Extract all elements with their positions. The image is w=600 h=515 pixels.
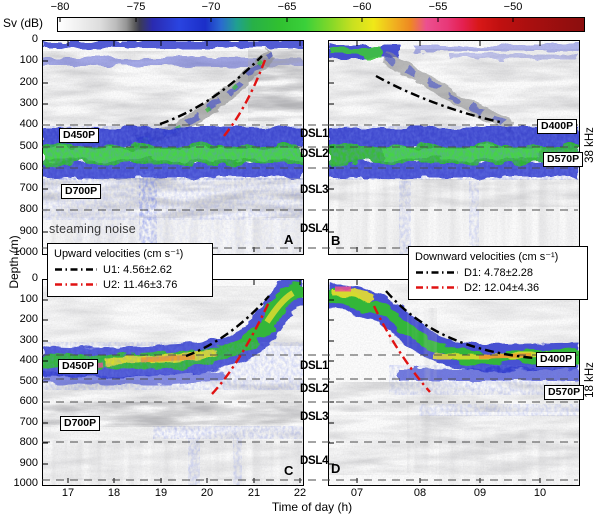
colorbar-tick: −75	[126, 1, 146, 13]
depth-tick: 500	[19, 140, 38, 152]
downward-legend-title: Downward velocities (cm s⁻¹)	[415, 251, 559, 263]
depth-tick: 200	[19, 313, 38, 325]
colorbar-tick: −60	[352, 1, 372, 13]
d1-legend-label: D1: 4.78±2.28	[464, 266, 534, 279]
depth-tick: 0	[31, 33, 38, 45]
dsl2-label: DSL2	[300, 148, 329, 160]
depth-tick: 0	[31, 272, 38, 284]
panel-letter-c: C	[284, 463, 294, 478]
time-tick: 08	[413, 487, 427, 499]
sv-colorbar	[57, 17, 585, 32]
probe-label-d570p: D570P	[544, 385, 585, 400]
dsl2-label: DSL2	[300, 383, 329, 395]
depth-tick: 300	[19, 97, 38, 109]
upward-velocities-legend: Upward velocities (cm s⁻¹) U1: 4.56±2.62…	[47, 243, 213, 297]
u2-legend-label: U2: 11.46±3.76	[103, 278, 178, 291]
colorbar-tick: −55	[428, 1, 448, 13]
depth-tick: 100	[19, 293, 38, 305]
time-tick: 09	[473, 487, 487, 499]
depth-tick: 1000	[13, 246, 38, 258]
probe-label-d450p: D450P	[59, 128, 100, 143]
steaming-noise-note: steaming noise	[49, 222, 136, 236]
depth-tick: 100	[19, 54, 38, 66]
colorbar-tick: −50	[503, 1, 523, 13]
depth-tick: 800	[19, 203, 38, 215]
legend-entry-d2: D2: 12.04±4.36	[415, 280, 581, 295]
probe-label-d570p: D570P	[543, 152, 584, 167]
time-tick: 22	[293, 487, 307, 499]
colorbar-tick: −70	[201, 1, 221, 13]
depth-tick: 300	[19, 334, 38, 346]
depth-tick: 500	[19, 375, 38, 387]
panel-letter-b: B	[331, 233, 341, 248]
d2-legend-label: D2: 12.04±4.36	[464, 281, 540, 294]
colorbar-tick: −65	[277, 1, 297, 13]
freq-label-38khz: 38 kHz	[584, 127, 596, 163]
time-tick: 10	[533, 487, 547, 499]
legend-entry-u2: U2: 11.46±3.76	[54, 277, 206, 292]
dsl4-label: DSL4	[300, 223, 329, 235]
u1-line-sample	[55, 268, 97, 271]
time-tick: 20	[200, 487, 214, 499]
depth-tick: 700	[19, 182, 38, 194]
probe-label-d700p: D700P	[60, 416, 101, 431]
dsl3-label: DSL3	[300, 184, 329, 196]
depth-tick: 900	[19, 457, 38, 469]
colorbar-label: Sv (dB)	[3, 16, 44, 30]
time-tick: 17	[61, 487, 75, 499]
echogram-panel-c	[42, 279, 304, 486]
downward-velocities-legend: Downward velocities (cm s⁻¹) D1: 4.78±2.…	[408, 246, 588, 300]
time-axis-label: Time of day (h)	[271, 500, 353, 514]
u2-line-sample	[55, 283, 97, 286]
legend-entry-u1: U1: 4.56±2.62	[54, 262, 206, 277]
d2-line-sample	[416, 286, 458, 289]
echogram-panel-b	[328, 40, 580, 255]
time-tick: 07	[350, 487, 364, 499]
u1-legend-label: U1: 4.56±2.62	[103, 263, 173, 276]
upward-legend-title: Upward velocities (cm s⁻¹)	[54, 248, 184, 260]
freq-label-18khz: 18 kHz	[584, 362, 596, 398]
colorbar-tick: −80	[50, 1, 70, 13]
depth-tick: 800	[19, 436, 38, 448]
depth-tick: 600	[19, 395, 38, 407]
probe-label-d450p: D450P	[58, 359, 99, 374]
depth-tick: 900	[19, 225, 38, 237]
depth-tick: 600	[19, 161, 38, 173]
legend-entry-d1: D1: 4.78±2.28	[415, 265, 581, 280]
dsl3-label: DSL3	[300, 411, 329, 423]
time-tick: 21	[247, 487, 261, 499]
echogram-panel-d	[328, 279, 580, 486]
panel-letter-a: A	[284, 232, 294, 247]
probe-label-d700p: D700P	[61, 184, 102, 199]
time-tick: 18	[107, 487, 121, 499]
d1-line-sample	[416, 271, 458, 274]
dsl1-label: DSL1	[300, 360, 329, 372]
panel-letter-d: D	[331, 461, 341, 476]
depth-tick: 200	[19, 76, 38, 88]
dsl1-label: DSL1	[300, 128, 329, 140]
dsl4-label: DSL4	[300, 455, 329, 467]
time-tick: 19	[154, 487, 168, 499]
depth-tick: 400	[19, 354, 38, 366]
probe-label-d400p: D400P	[537, 119, 578, 134]
probe-label-d400p: D400P	[536, 352, 577, 367]
depth-tick: 400	[19, 118, 38, 130]
depth-tick: 700	[19, 416, 38, 428]
depth-tick: 1000	[13, 477, 38, 489]
